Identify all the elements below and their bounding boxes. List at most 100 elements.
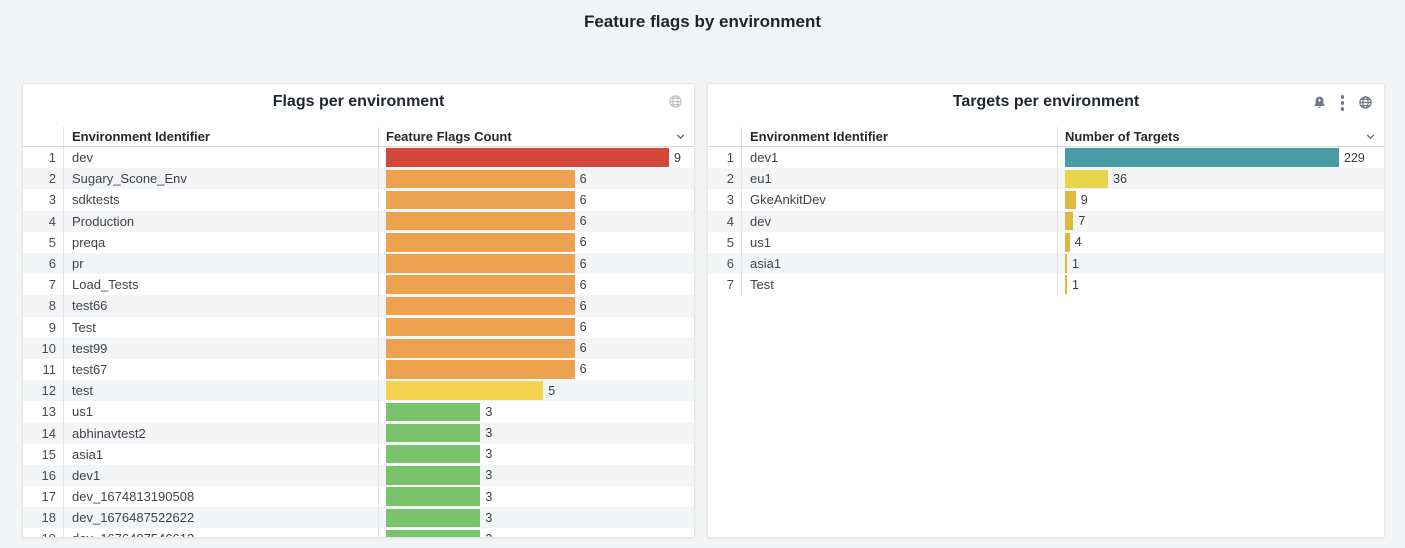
row-index: 4	[48, 213, 56, 229]
bar-cell: 6	[379, 232, 694, 253]
row-index: 6	[48, 256, 56, 272]
bar-gauge	[386, 487, 481, 506]
panel-title[interactable]: Targets per environment	[952, 93, 1140, 110]
bar-gauge	[386, 423, 481, 443]
bar-gauge	[386, 466, 481, 485]
kebab-menu-icon[interactable]	[1338, 94, 1348, 112]
panel-header: Flags per environment	[23, 84, 694, 127]
panel-title[interactable]: Flags per environment	[272, 93, 445, 110]
table-row: 16 dev1 3	[23, 464, 694, 486]
bar-gauge	[1065, 254, 1067, 273]
bar-cell: 6	[379, 168, 694, 189]
globe-icon[interactable]	[668, 94, 683, 109]
bar-value: 6	[579, 214, 587, 229]
chevron-down-icon[interactable]	[1364, 130, 1377, 143]
bar-cell: 6	[379, 338, 694, 359]
row-index: 18	[41, 510, 56, 526]
bar-value: 6	[579, 320, 587, 335]
table-row: 17 dev_1674813190508 3	[23, 486, 694, 508]
table-row: 11 test67 6	[23, 358, 694, 381]
bar-gauge	[386, 275, 575, 294]
panel-targets-per-environment: Targets per environment Environment Iden…	[707, 83, 1385, 538]
table-row: 10 test99 6	[23, 337, 694, 359]
table-row: 14 abhinavtest2 3	[23, 422, 694, 444]
globe-icon[interactable]	[1358, 95, 1373, 110]
bar-gauge	[1065, 211, 1074, 231]
bar-gauge	[386, 444, 481, 464]
env-name-cell: asia1	[63, 443, 379, 465]
env-name-cell: dev	[741, 210, 1058, 232]
table-row: 1 dev 9	[23, 147, 694, 169]
bar-cell: 3	[379, 465, 694, 486]
env-name-cell: dev	[63, 147, 379, 169]
table-row: 5 us1 4	[708, 231, 1384, 253]
bar-gauge	[1065, 233, 1070, 252]
bar-value: 9	[1080, 192, 1088, 207]
bar-gauge	[1065, 148, 1339, 167]
bell-plus-icon[interactable]	[1312, 95, 1327, 110]
bar-gauge	[386, 211, 575, 231]
table-row: 5 preqa 6	[23, 231, 694, 253]
bar-gauge	[386, 190, 575, 210]
bar-cell: 229	[1058, 147, 1384, 168]
bar-value: 6	[579, 298, 587, 313]
bar-cell: 1	[1058, 253, 1384, 274]
bar-cell: 6	[379, 211, 694, 232]
bar-cell: 3	[379, 444, 694, 465]
table-row: 15 asia1 3	[23, 443, 694, 465]
chevron-down-icon[interactable]	[674, 130, 687, 143]
row-index: 13	[41, 404, 56, 420]
row-index: 1	[48, 150, 56, 166]
bar-gauge	[386, 529, 481, 537]
column-header-environment[interactable]: Environment Identifier	[741, 127, 1058, 146]
row-index: 16	[41, 467, 56, 483]
env-name-cell: Test	[741, 274, 1058, 296]
table-row: 1 dev1 229	[708, 147, 1384, 169]
column-header-count[interactable]: Number of Targets	[1065, 129, 1180, 144]
row-index: 12	[41, 383, 56, 399]
column-header-environment[interactable]: Environment Identifier	[63, 127, 379, 146]
bar-cell: 4	[1058, 232, 1384, 253]
bar-cell: 9	[1058, 189, 1384, 210]
page-title: Feature flags by environment	[583, 12, 822, 31]
bar-gauge	[386, 339, 575, 358]
bar-value: 6	[579, 362, 587, 377]
bar-cell: 3	[379, 528, 694, 537]
bar-gauge	[386, 317, 575, 337]
bar-cell: 6	[379, 359, 694, 380]
column-header-count[interactable]: Feature Flags Count	[386, 129, 512, 144]
bar-value: 6	[579, 277, 587, 292]
env-name-cell: dev_1674813190508	[63, 486, 379, 508]
row-index: 2	[726, 171, 734, 187]
bar-value: 9	[674, 150, 681, 165]
env-name-cell: Test	[63, 316, 379, 338]
bar-gauge	[386, 360, 575, 379]
row-index: 5	[48, 234, 56, 250]
env-name-cell: test67	[63, 358, 379, 381]
row-index: 14	[41, 425, 56, 441]
targets-table-body: 1 dev1 229 2 eu1 36 3 GkeAnkitDev 9 4 de	[708, 147, 1384, 296]
row-index: 10	[41, 340, 56, 356]
bar-value: 3	[485, 447, 493, 462]
bar-value: 3	[485, 532, 492, 537]
row-index: 1	[726, 150, 734, 166]
bar-gauge	[1065, 275, 1067, 294]
bar-cell: 1	[1058, 274, 1384, 295]
table-row: 4 Production 6	[23, 210, 694, 232]
bar-value: 36	[1113, 171, 1127, 186]
bar-cell: 9	[379, 147, 694, 168]
bar-value: 3	[485, 510, 493, 525]
table-row: 2 eu1 36	[708, 168, 1384, 190]
bar-cell: 3	[379, 486, 694, 507]
bar-value: 4	[1074, 235, 1082, 250]
bar-gauge	[386, 402, 481, 422]
table-row: 7 Test 1	[708, 274, 1384, 296]
bar-cell: 5	[379, 380, 694, 401]
table-row: 9 Test 6	[23, 316, 694, 338]
bar-cell: 6	[379, 295, 694, 316]
table-row: 8 test66 6	[23, 295, 694, 317]
env-name-cell: Sugary_Scone_Env	[63, 168, 379, 190]
env-name-cell: dev_1676487522622	[63, 507, 379, 529]
table-row: 6 pr 6	[23, 252, 694, 275]
bar-value: 1	[1072, 277, 1079, 292]
